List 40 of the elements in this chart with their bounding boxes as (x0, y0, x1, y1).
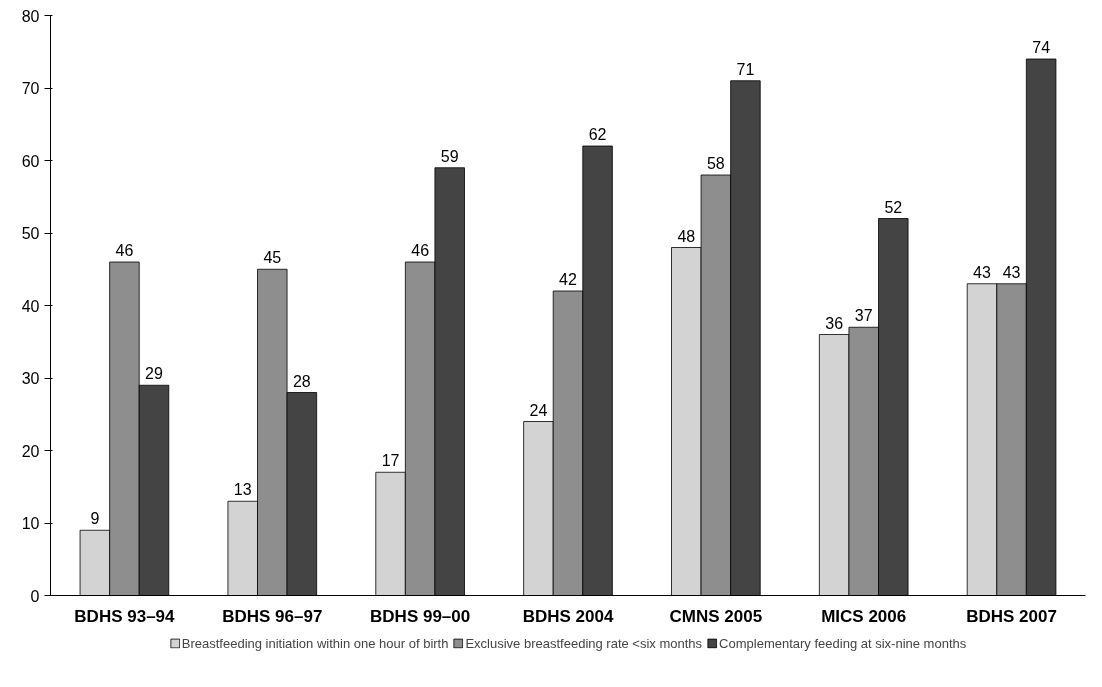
x-tick-label: BDHS 96–97 (222, 606, 323, 626)
data-label: 43 (1002, 263, 1021, 281)
y-tick-label: 10 (21, 515, 40, 532)
data-label: 46 (411, 242, 430, 259)
data-label: 42 (559, 271, 577, 288)
data-label: 46 (115, 242, 134, 259)
legend-label: Complementary feeding at six-nine months (719, 635, 967, 651)
data-label: 36 (825, 314, 844, 332)
data-label: 45 (263, 249, 282, 267)
x-tick-label: MICS 2006 (821, 606, 907, 626)
x-tick-label: CMNS 2005 (669, 606, 763, 626)
data-label: 59 (440, 147, 459, 165)
data-label: 48 (677, 227, 696, 245)
data-label: 43 (973, 263, 991, 281)
y-tick-label: 80 (21, 7, 40, 25)
y-tick-label: 60 (21, 152, 40, 170)
x-tick-label: BDHS 99–00 (370, 606, 471, 626)
y-tick-label: 50 (21, 225, 40, 242)
x-tick-label: BDHS 2007 (966, 606, 1057, 626)
data-label: 17 (381, 452, 400, 470)
x-tick-label: BDHS 93–94 (74, 606, 176, 626)
data-label: 24 (529, 401, 548, 419)
data-label: 9 (90, 510, 100, 528)
data-label: 37 (854, 307, 873, 325)
y-tick-label: 30 (21, 370, 40, 387)
x-tick-label: BDHS 2004 (522, 606, 614, 626)
y-tick-label: 20 (21, 442, 40, 460)
y-tick-label: 0 (30, 587, 40, 605)
y-tick-label: 70 (21, 80, 40, 97)
data-label: 58 (706, 155, 725, 172)
y-tick-label: 40 (21, 297, 40, 315)
data-label: 71 (736, 60, 755, 78)
legend-label: Exclusive breastfeeding rate <six months (465, 635, 703, 651)
data-label: 52 (884, 198, 903, 216)
data-label: 29 (145, 365, 163, 383)
data-label: 62 (588, 126, 607, 143)
data-label: 13 (233, 481, 252, 499)
data-label: 28 (292, 372, 311, 390)
data-label: 74 (1032, 39, 1051, 56)
legend-label: Breastfeeding initiation within one hour of birth (181, 635, 449, 651)
